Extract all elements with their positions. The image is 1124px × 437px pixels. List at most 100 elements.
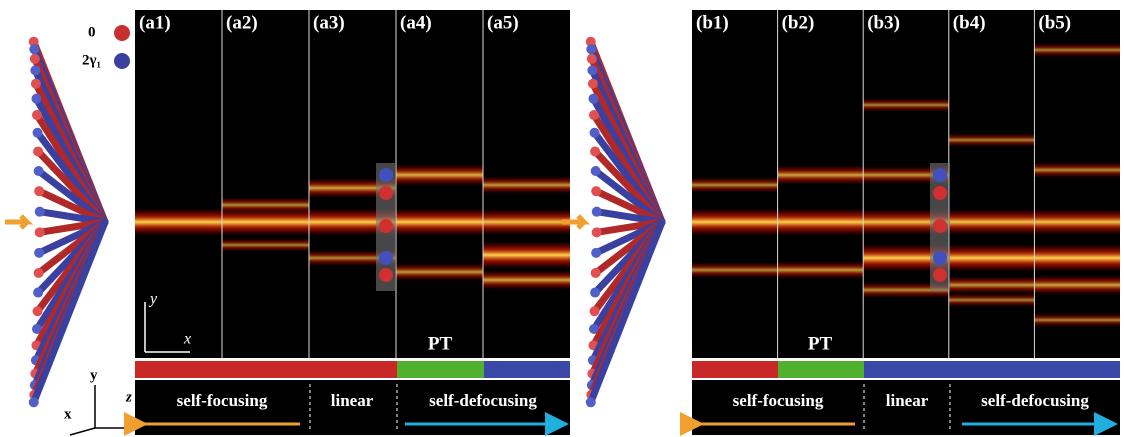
regime-label: self-focusing xyxy=(177,391,268,410)
figure: y x z (a1)(a2)(a3)(a4)(a5)PTself-focusin… xyxy=(0,0,1124,437)
pt-label: PT xyxy=(428,333,453,354)
light-beam xyxy=(1034,275,1120,295)
site-dot xyxy=(379,168,393,182)
input-arrow xyxy=(5,216,27,228)
light-beam xyxy=(949,276,1035,294)
legend-label: 0 xyxy=(88,24,96,40)
light-beam xyxy=(692,208,778,236)
regime-bar xyxy=(778,361,864,378)
column-label: (b1) xyxy=(696,12,729,33)
light-beam xyxy=(1034,244,1120,272)
waveguide-end xyxy=(31,94,41,104)
light-beam xyxy=(396,164,483,186)
light-beam xyxy=(778,261,864,279)
site-dot xyxy=(379,186,393,200)
waveguide-end xyxy=(591,166,601,176)
waveguide-end xyxy=(35,227,45,237)
waveguide-end xyxy=(29,44,39,54)
light-beam xyxy=(863,98,949,112)
regime-label: linear xyxy=(886,391,929,410)
waveguide-end xyxy=(591,268,601,278)
light-beam xyxy=(483,209,570,235)
legend: 0 2γ₁ xyxy=(82,24,130,69)
regime-label: self-focusing xyxy=(733,391,824,410)
inset-axis-label: x xyxy=(183,331,191,348)
waveguide-end xyxy=(590,128,600,138)
pt-label: PT xyxy=(808,333,833,354)
waveguide-end xyxy=(34,248,44,258)
waveguide-end xyxy=(32,110,42,120)
light-beam xyxy=(483,241,570,269)
waveguide-end xyxy=(586,397,596,407)
legend-dot xyxy=(114,53,130,69)
light-beam xyxy=(949,133,1035,147)
site-dot xyxy=(379,219,393,233)
site-dot xyxy=(933,251,947,265)
light-beam xyxy=(778,208,864,236)
waveguide-end xyxy=(30,54,40,64)
light-beam xyxy=(949,244,1035,272)
column-label: (a3) xyxy=(313,12,345,33)
light-beam xyxy=(483,176,570,194)
waveguide-end xyxy=(587,65,597,75)
site-dot xyxy=(933,219,947,233)
light-beam xyxy=(1034,162,1120,178)
axis-label: x xyxy=(64,406,72,422)
waveguide-end xyxy=(33,306,43,316)
waveguide-end xyxy=(591,248,601,258)
regime-bar xyxy=(135,361,397,378)
column-label: (b5) xyxy=(1038,12,1071,33)
waveguide-end xyxy=(587,54,597,64)
light-beam xyxy=(135,208,222,236)
light-beam xyxy=(1034,43,1120,57)
waveguide-end xyxy=(34,268,44,278)
inset-axis-label: y xyxy=(148,291,158,308)
waveguide-end xyxy=(29,397,39,407)
light-beam xyxy=(949,293,1035,307)
waveguide-end xyxy=(586,44,596,54)
column-label: (b2) xyxy=(782,12,815,33)
waveguide-end xyxy=(34,186,44,196)
waveguide-end xyxy=(30,65,40,75)
site-dot xyxy=(379,251,393,265)
column-label: (a2) xyxy=(226,12,258,33)
axis-line xyxy=(70,385,130,435)
waveguide-end xyxy=(34,166,44,176)
waveguide-end xyxy=(590,146,600,156)
axes-3d xyxy=(70,385,130,435)
light-beam xyxy=(222,208,309,236)
regime-label: self-defocusing xyxy=(429,391,537,410)
legend-label: 2γ₁ xyxy=(82,52,101,68)
waveguide-end xyxy=(33,288,43,298)
waveguide-end xyxy=(591,186,601,196)
waveguide-end xyxy=(588,79,598,89)
waveguide-end xyxy=(33,128,43,138)
legend-dot xyxy=(114,25,130,41)
light-beam xyxy=(396,208,483,236)
light-beam xyxy=(1034,209,1120,235)
waveguide-end xyxy=(35,207,45,217)
column-label: (b4) xyxy=(953,12,986,33)
light-beam xyxy=(396,263,483,281)
axis-label: z xyxy=(125,389,132,405)
light-beam xyxy=(692,177,778,193)
axis-label: y xyxy=(90,367,98,383)
regime-bar xyxy=(864,361,1120,378)
waveguide-end xyxy=(33,146,43,156)
light-beam xyxy=(1034,313,1120,327)
light-beam xyxy=(949,209,1035,235)
waveguide-end xyxy=(588,94,598,104)
light-beam xyxy=(222,238,309,252)
regime-label: linear xyxy=(331,391,374,410)
regime-bar xyxy=(692,361,778,378)
regime-bar xyxy=(484,361,570,378)
column-label: (a1) xyxy=(139,12,171,33)
regime-bar xyxy=(397,361,484,378)
site-dot xyxy=(379,268,393,282)
regime-label: self-defocusing xyxy=(981,391,1089,410)
column-label: (b3) xyxy=(867,12,900,33)
column-label: (a5) xyxy=(487,12,519,33)
waveguide-end xyxy=(590,306,600,316)
waveguide-end xyxy=(590,288,600,298)
site-dot xyxy=(933,168,947,182)
